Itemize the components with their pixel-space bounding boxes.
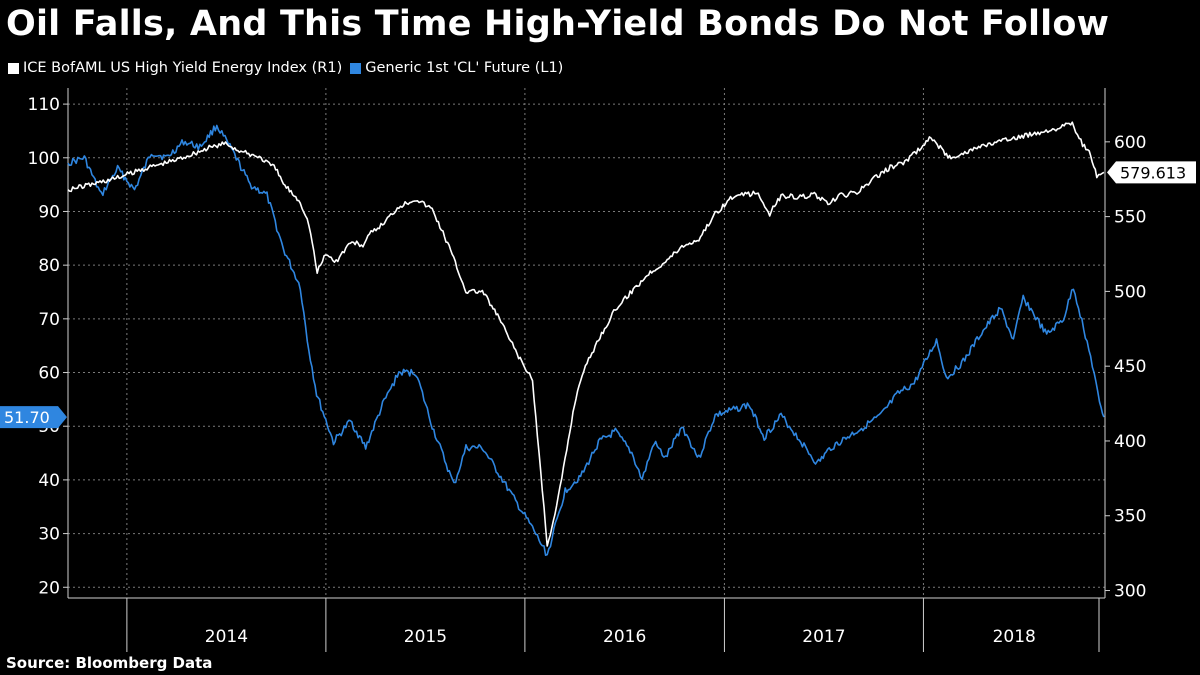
left-tick-label-110: 110	[28, 95, 60, 115]
right-tick-label-400: 400	[1114, 432, 1146, 452]
x-tick-label-2018: 2018	[993, 627, 1036, 647]
right-tick-label-500: 500	[1114, 282, 1146, 302]
legend-label-index: ICE BofAML US High Yield Energy Index (R…	[23, 60, 343, 76]
x-tick-label-2017: 2017	[802, 627, 845, 647]
legend: ICE BofAML US High Yield Energy Index (R…	[8, 60, 571, 76]
last-value-label-index: 579.613	[1120, 163, 1186, 182]
left-tick-label-80: 80	[38, 256, 60, 276]
last-value-label-oil: 51.70	[4, 408, 50, 427]
legend-swatch-oil	[350, 62, 362, 74]
right-tick-label-600: 600	[1114, 133, 1146, 153]
left-tick-label-40: 40	[38, 471, 60, 491]
legend-item-index: ICE BofAML US High Yield Energy Index (R…	[8, 60, 342, 76]
series-line-index	[67, 121, 1105, 547]
legend-item-oil: Generic 1st 'CL' Future (L1)	[350, 60, 563, 76]
left-tick-label-70: 70	[38, 310, 60, 330]
x-tick-label-2015: 2015	[404, 627, 447, 647]
left-tick-label-30: 30	[38, 525, 60, 545]
x-tick-label-2016: 2016	[603, 627, 646, 647]
x-tick-label-2014: 2014	[205, 627, 248, 647]
legend-swatch-index	[8, 62, 19, 74]
last-value-tag-index	[1107, 161, 1196, 184]
series-line-oil	[67, 124, 1105, 556]
right-tick-label-300: 300	[1114, 582, 1146, 602]
source-note: Source: Bloomberg Data	[6, 654, 213, 672]
left-tick-label-90: 90	[38, 202, 60, 222]
right-tick-label-550: 550	[1114, 208, 1146, 228]
right-tick-label-450: 450	[1114, 357, 1146, 377]
left-tick-label-100: 100	[28, 149, 60, 169]
chart-title: Oil Falls, And This Time High-Yield Bond…	[6, 4, 1110, 44]
last-value-tag-oil	[0, 406, 67, 429]
left-tick-label-60: 60	[38, 364, 60, 384]
right-tick-label-350: 350	[1114, 507, 1146, 527]
legend-label-oil: Generic 1st 'CL' Future (L1)	[365, 60, 564, 76]
left-tick-label-20: 20	[38, 578, 60, 598]
